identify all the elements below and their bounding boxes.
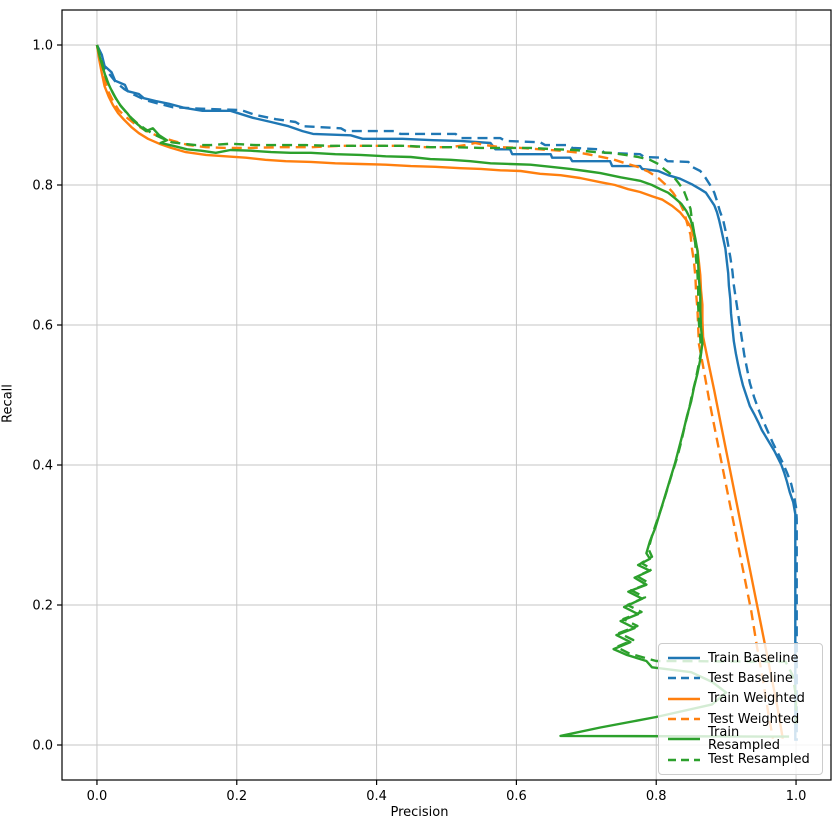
legend-label: Test Resampled (708, 752, 810, 768)
y-axis-label: Recall (0, 384, 16, 423)
legend-line-sample (668, 738, 700, 741)
ticks: 0.0 0.2 0.4 0.6 0.8 1.0 0.0 0.2 0.4 0.6 0.8 1.0 (32, 39, 806, 805)
legend-label: Test Baseline (708, 670, 793, 686)
legend-label: Test Weighted (708, 711, 800, 727)
legend-item-train-weighted: Train Weighted (668, 689, 814, 709)
x-tick-label: 0.2 (226, 789, 247, 804)
legend-item-train-resampled: Train Resampled (668, 725, 814, 754)
plot-spines (61, 9, 832, 781)
legend-label: Train Resampled (708, 725, 780, 754)
legend-line-sample (668, 697, 700, 701)
y-tick-label: 0.2 (32, 599, 53, 614)
legend-item-test-baseline: Test Baseline (668, 668, 814, 688)
legend-line-sample (668, 656, 700, 660)
x-axis-label: Precision (390, 805, 449, 820)
series-train-resampled (95, 44, 790, 738)
legend-label: Train Weighted (708, 691, 805, 707)
x-tick-label: 0.6 (506, 789, 527, 804)
legend-line-sample (668, 758, 700, 762)
series-test-weighted (95, 44, 775, 739)
y-tick-label: 0.8 (32, 179, 53, 194)
series-test-baseline (95, 44, 798, 741)
legend: Train Baseline Test Baseline Train Weighte… (658, 643, 823, 775)
y-tick-label: 0.4 (32, 459, 53, 474)
y-tick-label: 0.0 (32, 739, 53, 754)
series-group (95, 44, 798, 741)
legend-item-train-baseline: Train Baseline (668, 648, 814, 668)
x-tick-label: 0.4 (366, 789, 387, 804)
legend-line-sample (668, 717, 700, 721)
x-tick-label: 0.8 (646, 789, 667, 804)
legend-line-sample (668, 677, 700, 680)
legend-item-test-resampled: Test Resampled (668, 750, 814, 770)
x-tick-label: 0.0 (87, 789, 108, 804)
y-tick-label: 0.6 (32, 319, 53, 334)
series-train-baseline (95, 44, 797, 741)
legend-label: Train Baseline (708, 650, 799, 666)
y-tick-label: 1.0 (32, 39, 53, 54)
x-tick-label: 1.0 (786, 789, 807, 804)
series-train-weighted (95, 44, 784, 739)
legend-item-test-weighted: Test Weighted (668, 709, 814, 729)
